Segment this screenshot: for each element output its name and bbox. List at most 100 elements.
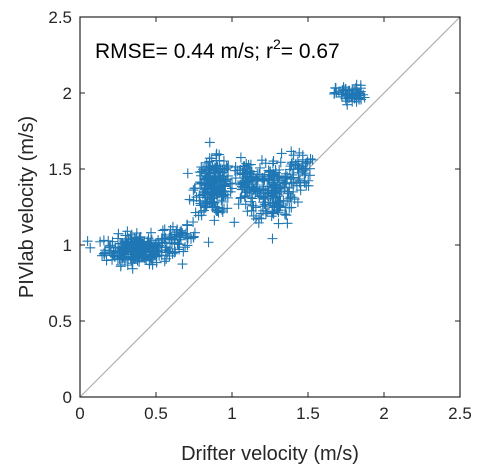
scatter-point — [274, 175, 285, 186]
scatter-point — [217, 196, 228, 207]
scatter-point — [188, 185, 199, 196]
scatter-point — [258, 176, 269, 187]
scatter-point — [271, 202, 282, 213]
scatter-point — [235, 193, 246, 204]
y-tick-label: 0 — [63, 388, 72, 407]
scatter-point — [211, 148, 222, 159]
scatter-point — [240, 190, 251, 201]
scatter-point — [273, 200, 284, 211]
scatter-point — [125, 231, 136, 242]
scatter-point — [220, 164, 231, 175]
scatter-point — [212, 161, 223, 172]
scatter-point — [211, 160, 222, 171]
scatter-point — [201, 173, 212, 184]
scatter-point — [260, 185, 271, 196]
scatter-point — [218, 203, 229, 214]
scatter-point — [196, 210, 207, 221]
scatter-point — [242, 175, 253, 186]
scatter-point — [230, 173, 241, 184]
scatter-point — [286, 146, 297, 157]
scatter-point — [250, 202, 261, 213]
scatter-point — [210, 180, 221, 191]
scatter-point — [159, 256, 170, 267]
x-tick-label: 2.5 — [448, 404, 472, 423]
y-axis-ticks: 0 0.5 1 1.5 2 2.5 — [48, 8, 460, 407]
scatter-point — [214, 149, 225, 160]
scatter-point — [122, 226, 133, 237]
scatter-point — [279, 183, 290, 194]
scatter-point — [240, 181, 251, 192]
scatter-point — [214, 181, 225, 192]
scatter-point — [353, 87, 364, 98]
scatter-point — [188, 231, 199, 242]
scatter-point — [260, 158, 271, 169]
scatter-point — [219, 180, 230, 191]
scatter-point — [146, 227, 157, 238]
scatter-point — [268, 156, 279, 167]
scatter-point — [109, 250, 120, 261]
scatter-point — [206, 198, 217, 209]
scatter-point — [248, 185, 259, 196]
scatter-point — [284, 202, 295, 213]
scatter-point — [191, 192, 202, 203]
scatter-point — [264, 169, 275, 180]
scatter-point — [95, 236, 106, 247]
scatter-point — [272, 174, 283, 185]
scatter-point — [157, 225, 168, 236]
scatter-point — [160, 244, 171, 255]
x-tick-label: 2 — [379, 404, 388, 423]
scatter-point — [194, 167, 205, 178]
scatter-point — [139, 247, 150, 258]
scatter-point — [275, 157, 286, 168]
y-axis-label: PIVlab velocity (m/s) — [16, 116, 38, 298]
scatter-point — [188, 217, 199, 228]
scatter-point — [235, 152, 246, 163]
scatter-point — [284, 193, 295, 204]
scatter-point — [349, 92, 360, 103]
scatter-point — [203, 187, 214, 198]
scatter-point — [113, 228, 124, 239]
scatter-point — [176, 225, 187, 236]
scatter-point — [218, 156, 229, 167]
scatter-point — [242, 206, 253, 217]
scatter-point — [280, 168, 291, 179]
scatter-point — [340, 84, 351, 95]
scatter-point — [226, 183, 237, 194]
scatter-point — [137, 251, 148, 262]
scatter-point — [108, 247, 119, 258]
scatter-point — [150, 246, 161, 257]
scatter-point — [189, 183, 200, 194]
scatter-point — [284, 164, 295, 175]
scatter-point — [175, 232, 186, 243]
scatter-point — [220, 189, 231, 200]
scatter-point — [142, 236, 153, 247]
scatter-point — [101, 255, 112, 266]
scatter-point — [216, 195, 227, 206]
stats-annotation-main: RMSE= 0.44 m/s; r — [95, 40, 273, 63]
scatter-point — [280, 209, 291, 220]
scatter-point — [358, 89, 369, 100]
scatter-point — [245, 159, 256, 170]
x-axis-ticks: 0 0.5 1 1.5 2 2.5 — [75, 17, 472, 423]
scatter-point — [104, 241, 115, 252]
scatter-point — [262, 188, 273, 199]
scatter-point — [160, 233, 171, 244]
scatter-point — [165, 243, 176, 254]
scatter-point — [198, 188, 209, 199]
scatter-point — [304, 163, 315, 174]
scatter-point — [120, 253, 131, 264]
y-tick-label: 2 — [63, 84, 72, 103]
scatter-point — [135, 231, 146, 242]
scatter-point — [170, 246, 181, 257]
y-tick-label: 2.5 — [48, 8, 72, 27]
scatter-point — [288, 172, 299, 183]
x-tick-label: 1 — [227, 404, 236, 423]
scatter-point — [204, 137, 215, 148]
data-points — [82, 79, 370, 274]
y-tick-label: 1.5 — [48, 160, 72, 179]
scatter-point — [294, 147, 305, 158]
scatter-point — [201, 173, 212, 184]
scatter-point — [268, 180, 279, 191]
scatter-point — [160, 242, 171, 253]
